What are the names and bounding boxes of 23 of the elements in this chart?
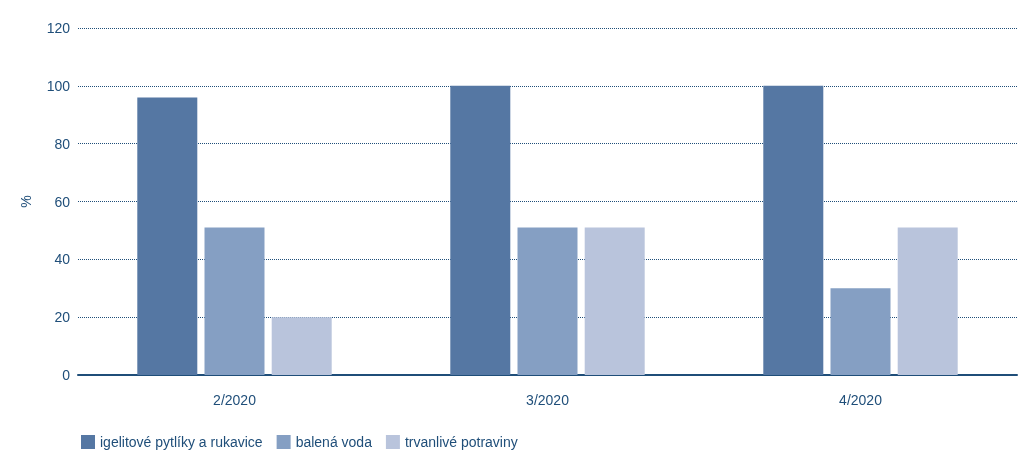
legend-label: balená voda [295,434,373,450]
y-tick-label: 40 [54,251,71,268]
bar [204,227,265,375]
x-tick-label: 3/2020 [526,392,570,408]
bar [584,227,645,375]
bar [450,85,511,375]
bar [517,227,578,375]
bar [763,85,824,375]
y-tick-label: 100 [46,77,71,94]
bar [137,97,198,375]
bar [897,227,958,375]
y-tick-label: 60 [54,193,71,210]
y-tick-label: 20 [54,309,71,326]
y-tick-label: 120 [46,20,71,36]
y-axis-title: % [18,195,34,208]
x-tick-label: 4/2020 [839,392,883,408]
bar [271,317,332,375]
y-tick-label: 80 [54,135,71,152]
legend-label: trvanlivé potraviny [404,434,518,450]
legend-label: igelitové pytlíky a rukavice [100,434,263,450]
bar [830,288,891,375]
x-tick-label: 2/2020 [213,392,257,408]
y-tick-label: 0 [62,367,71,383]
